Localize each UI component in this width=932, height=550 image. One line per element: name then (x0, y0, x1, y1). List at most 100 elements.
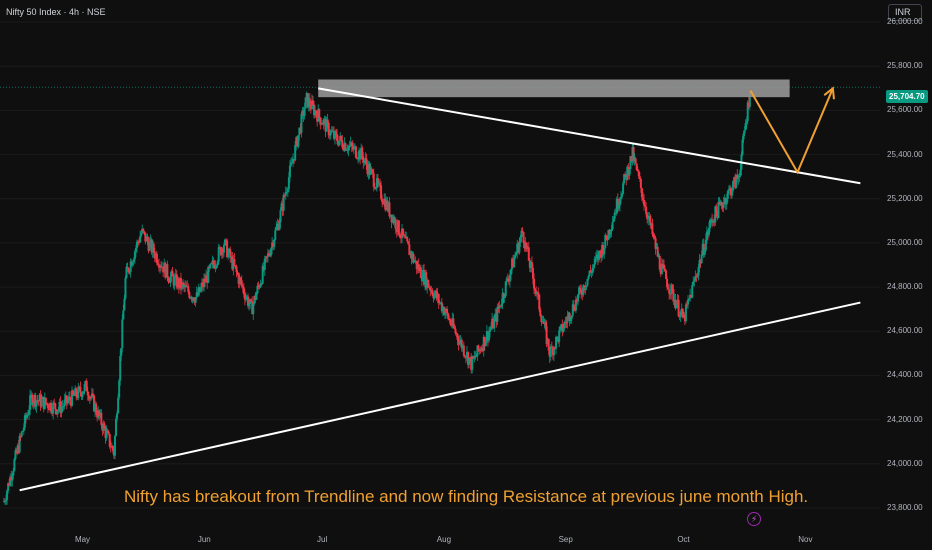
candle-body (293, 158, 296, 161)
candle-body (581, 294, 584, 296)
candle-body (492, 318, 495, 329)
symbol-title[interactable]: Nifty 50 Index · 4h · NSE (6, 7, 106, 17)
candle-body (265, 256, 268, 258)
candle-body (57, 409, 60, 411)
candle-body (17, 445, 20, 453)
candle-body (79, 387, 82, 393)
candle-body (537, 292, 540, 295)
candle-body (547, 338, 550, 351)
resistance-zone (318, 79, 790, 98)
candle-body (8, 483, 11, 486)
candle-body (519, 237, 522, 243)
candle-body (340, 135, 343, 141)
candle-body (445, 308, 448, 313)
candle-body (506, 278, 509, 281)
candle-body (442, 307, 445, 315)
candle-body (144, 232, 147, 242)
candle-body (718, 202, 721, 205)
candle-body (489, 329, 492, 332)
y-tick-label: 26,000.00 (887, 17, 923, 27)
candle-body (51, 411, 54, 414)
candle-body (45, 403, 48, 405)
candle-body (434, 290, 437, 294)
candle-body (384, 198, 387, 210)
candle-body (545, 326, 548, 345)
currency-button[interactable]: INR (888, 4, 922, 21)
candle-body (283, 195, 286, 197)
candle-body (297, 135, 300, 147)
candle-body (481, 348, 484, 351)
candle-body (196, 292, 199, 296)
candle-body (241, 285, 244, 288)
candle-body (162, 266, 165, 273)
candle-body (713, 220, 716, 223)
candle-body (456, 333, 459, 340)
candle-body (613, 212, 616, 219)
candle-body (260, 283, 263, 285)
candle-body (404, 235, 407, 239)
candle-body (690, 294, 693, 298)
candle-body (571, 304, 574, 316)
candle-body (602, 244, 605, 255)
lightning-icon[interactable]: ⚡ (747, 512, 761, 526)
candle-body (564, 322, 567, 324)
candle-body (464, 356, 467, 358)
candle-body (217, 247, 220, 262)
candle-body (184, 285, 187, 288)
candle-body (209, 263, 212, 268)
candle-body (318, 109, 321, 118)
candle-body (741, 139, 744, 155)
candle-body (579, 287, 582, 290)
y-tick-label: 24,000.00 (887, 458, 923, 468)
candle-body (712, 220, 715, 223)
candle-body (653, 235, 656, 238)
candle-body (628, 169, 631, 176)
candle-body (271, 242, 274, 249)
candle-body (9, 476, 12, 486)
candle-body (379, 183, 382, 186)
candle-body (189, 297, 192, 299)
candle-body (362, 156, 365, 164)
candle-body (247, 296, 250, 307)
candle-body (469, 356, 472, 359)
candle-body (697, 267, 700, 276)
candle-body (375, 178, 378, 188)
candle-body (398, 234, 401, 238)
candle-body (305, 92, 308, 98)
candle-body (721, 205, 724, 208)
candle-body (121, 319, 124, 348)
candle-body (648, 216, 651, 218)
candle-body (88, 397, 91, 400)
candle-body (129, 261, 132, 272)
candle-body (111, 445, 114, 451)
candle-body (244, 297, 247, 300)
candle-body (58, 401, 61, 410)
candle-body (73, 394, 76, 396)
candle-body (203, 278, 206, 288)
candle-body (744, 123, 747, 131)
candle-body (563, 322, 566, 329)
candle-body (553, 347, 556, 349)
candle-body (738, 175, 741, 178)
candle-body (528, 260, 531, 268)
candle-body (50, 403, 53, 412)
candle-body (195, 292, 198, 298)
candle-body (647, 216, 650, 220)
candle-body (617, 205, 620, 209)
candle-body (734, 177, 737, 188)
candle-body (239, 277, 242, 281)
candle-body (257, 285, 260, 287)
candle-body (503, 296, 506, 298)
candle-body (117, 397, 120, 414)
candle-body (597, 250, 600, 260)
candle-body (280, 203, 283, 211)
candle-body (629, 156, 632, 170)
candle-body (696, 275, 699, 277)
candle-body (5, 499, 8, 502)
candle-body (168, 281, 171, 283)
candle-body (351, 146, 354, 150)
candle-body (138, 241, 141, 243)
candle-body (662, 264, 665, 269)
candle-body (666, 278, 669, 288)
